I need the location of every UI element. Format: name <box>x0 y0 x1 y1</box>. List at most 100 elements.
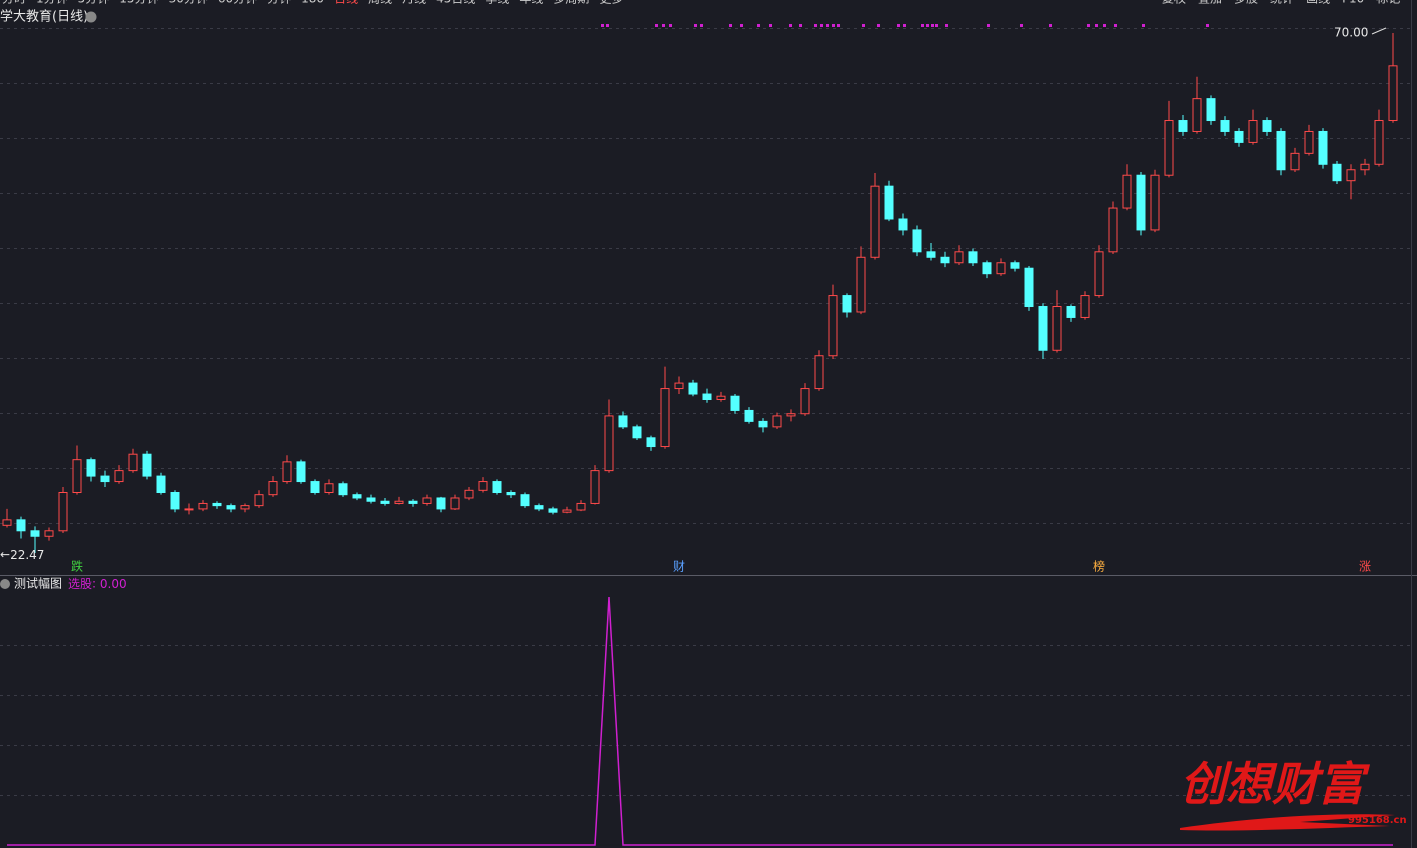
event-label: 榜 <box>1093 559 1105 574</box>
candle-body <box>30 530 40 537</box>
candle-body <box>1164 120 1174 176</box>
candle-body <box>702 393 712 401</box>
toolbar-button[interactable]: 标记 <box>1376 0 1400 6</box>
candle-body <box>1010 262 1020 269</box>
candle-body <box>366 497 376 502</box>
candle-body <box>2 519 12 526</box>
candle-body <box>408 500 418 504</box>
candle-body <box>940 256 950 264</box>
candle-body <box>954 251 964 264</box>
candle-body <box>898 218 908 231</box>
watermark: 创想财富 995168.cn <box>1180 757 1407 831</box>
candle-body <box>1276 130 1286 171</box>
candle-body <box>1080 295 1090 318</box>
candle-body <box>506 491 516 496</box>
toolbar-button[interactable]: 复权 <box>1162 0 1186 6</box>
toolbar-item: 60分钟 <box>218 0 257 6</box>
toolbar-button[interactable]: 画线 <box>1306 0 1330 6</box>
candle-body <box>548 508 558 513</box>
toolbar-button[interactable]: 多股 <box>1234 0 1258 6</box>
candle-body <box>1290 152 1300 171</box>
candle-body <box>268 481 278 496</box>
toolbar-button[interactable]: 统计 <box>1270 0 1294 6</box>
watermark-swoosh <box>1180 814 1395 831</box>
candle-body <box>926 251 936 258</box>
toolbar-item: 季线 <box>485 0 509 6</box>
candle-body <box>856 256 866 313</box>
candle-body <box>184 508 194 511</box>
candle-body <box>212 502 222 507</box>
toolbar-item: 30分钟 <box>169 0 208 6</box>
candle-body <box>660 388 670 448</box>
candle-body <box>352 494 362 499</box>
toolbar-button[interactable]: 叠加 <box>1198 0 1222 6</box>
candle-body <box>562 509 572 513</box>
candle-body <box>72 459 82 493</box>
candle-body <box>338 483 348 496</box>
candle-body <box>422 497 432 504</box>
candle-body <box>1136 174 1146 231</box>
event-label: 跌 <box>71 559 83 574</box>
candle-body <box>800 388 810 415</box>
candle-body <box>1248 120 1258 143</box>
candle-body <box>1206 98 1216 122</box>
candle-body <box>842 295 852 313</box>
candle-body <box>1150 174 1160 231</box>
candle-body <box>870 185 880 258</box>
candle-body <box>1318 130 1328 165</box>
candle-body <box>1346 169 1356 182</box>
candle-body <box>996 262 1006 275</box>
candle-body <box>1052 306 1062 351</box>
candle-body <box>464 489 474 499</box>
candle-body <box>1024 267 1034 308</box>
indicator-menu-icon[interactable] <box>0 579 10 589</box>
candle-body <box>646 437 656 448</box>
candle-body <box>1360 163 1370 171</box>
toolbar-item: 分钟 <box>267 0 291 6</box>
candle-body <box>156 475 166 493</box>
candle-body <box>1262 120 1272 132</box>
candle-body <box>86 459 96 477</box>
toolbar-item: 分时 <box>2 0 26 6</box>
candle-body <box>912 229 922 253</box>
stock-title: 学大教育(日线) <box>0 9 88 25</box>
watermark-title: 创想财富 <box>1180 757 1371 811</box>
min-price-value: 22.47 <box>10 548 44 562</box>
min-price-label: ←22.47 <box>0 548 44 562</box>
signal-dots <box>601 24 1209 27</box>
candle-body <box>1192 98 1202 132</box>
candle-body <box>478 481 488 491</box>
candle-body <box>1220 120 1230 132</box>
candle-body <box>1066 306 1076 318</box>
candle-body <box>380 500 390 504</box>
candle-body <box>254 494 264 507</box>
candle-body <box>1304 130 1314 154</box>
candles: 跌财榜涨 <box>2 33 1398 574</box>
event-label: 财 <box>673 560 685 574</box>
indicator-line <box>7 596 1393 846</box>
candle-body <box>1332 163 1342 182</box>
candle-body <box>1038 306 1048 351</box>
candle-body <box>44 530 54 537</box>
toolbar-item: 1分钟 <box>36 0 68 6</box>
candle-body <box>240 505 250 510</box>
candle-body <box>394 500 404 504</box>
toolbar-button[interactable]: F10 <box>1342 0 1364 6</box>
toolbar-item: 更多 <box>599 0 623 6</box>
event-label: 涨 <box>1359 559 1371 574</box>
indicator-plot <box>7 596 1393 846</box>
candle-body <box>1234 130 1244 143</box>
candle-body <box>170 491 180 510</box>
candle-body <box>282 461 292 483</box>
toolbar-item: 日线 <box>334 0 358 6</box>
candle-body <box>1374 120 1384 165</box>
candle-body <box>786 413 796 417</box>
toolbar-item: 周线 <box>368 0 392 6</box>
max-arrow <box>1371 27 1387 35</box>
menu-icon[interactable] <box>85 11 97 23</box>
candle-body <box>688 382 698 395</box>
candle-body <box>1094 251 1104 297</box>
